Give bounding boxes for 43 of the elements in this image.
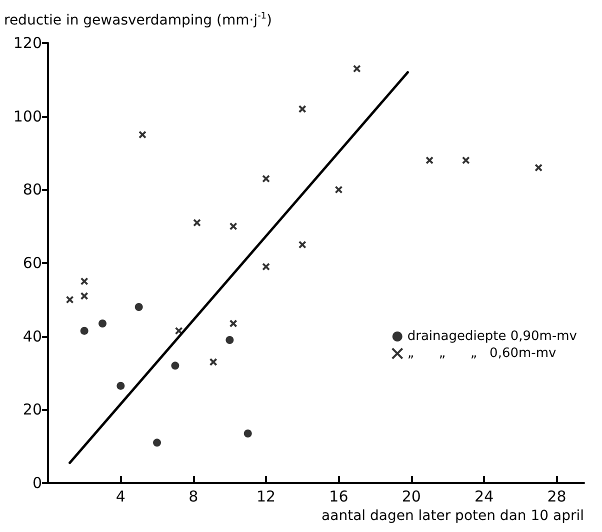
point <box>229 320 238 328</box>
x-tick-label: 28 <box>547 488 566 506</box>
x-axis-title: aantal dagen later poten dan 10 april <box>322 508 584 524</box>
y-tick-label: 120 <box>13 34 42 52</box>
point <box>244 430 252 438</box>
x-tick-label: 8 <box>188 488 198 506</box>
legend-label: „ „ „ 0,60m-mv <box>407 346 557 361</box>
point <box>352 64 361 73</box>
x-tick-label: 4 <box>116 488 126 506</box>
point <box>334 186 343 194</box>
y-tick-label: 0 <box>32 474 42 492</box>
point <box>171 362 180 370</box>
point <box>209 358 218 366</box>
point <box>174 326 183 335</box>
legend-label: drainagediepte 0,90m-mv <box>407 329 578 344</box>
x-tick-label: 12 <box>256 488 276 506</box>
point <box>262 174 270 183</box>
point <box>262 262 270 271</box>
point <box>298 240 306 249</box>
y-tick-label: 100 <box>13 107 42 126</box>
point <box>462 156 470 164</box>
x-tick-label: 20 <box>402 488 421 506</box>
point <box>98 320 107 328</box>
point <box>534 164 543 172</box>
point <box>80 277 88 286</box>
point <box>66 296 74 304</box>
y-tick-label: 40 <box>22 327 42 346</box>
x-tick-label: 24 <box>474 488 494 506</box>
point <box>80 326 88 335</box>
point <box>153 438 162 447</box>
y-tick-label: 60 <box>22 254 42 272</box>
point <box>298 105 306 113</box>
y-tick-label: 20 <box>22 400 42 419</box>
point <box>116 382 125 390</box>
y-tick-label: 80 <box>22 180 42 199</box>
point <box>80 292 88 300</box>
point <box>226 336 234 344</box>
x-tick-label: 16 <box>329 488 348 506</box>
point <box>138 130 146 139</box>
point <box>134 303 143 311</box>
point <box>426 156 434 164</box>
point <box>192 218 201 227</box>
point <box>229 222 238 230</box>
